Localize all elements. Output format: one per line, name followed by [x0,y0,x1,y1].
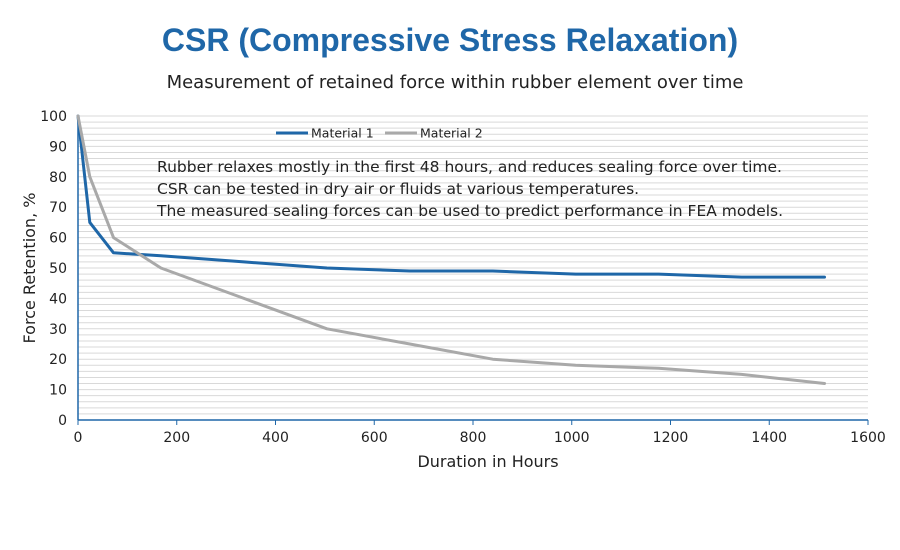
x-tick-label: 0 [74,430,83,446]
y-tick-label: 20 [49,352,67,368]
chart-title: CSR (Compressive Stress Relaxation) [161,22,739,58]
y-tick-label: 10 [49,383,67,399]
series-line-2 [76,114,826,385]
y-tick-label: 80 [49,170,67,186]
x-tick-label: 1000 [554,430,590,446]
annotation-line-3: The measured sealing forces can be used … [157,202,784,220]
chart-subtitle: Measurement of retained force within rub… [166,72,744,93]
y-tick-label: 70 [49,200,67,216]
x-axis-label: Duration in Hours [417,452,558,471]
x-tick-label: 200 [163,430,190,446]
x-tick-label: 600 [361,430,388,446]
y-tick-label: 0 [58,413,67,429]
chart-annotation: Rubber relaxes mostly in the first 48 ho… [157,156,783,222]
annotation-line-1: Rubber relaxes mostly in the first 48 ho… [157,158,782,176]
y-axis-label: Force Retention, % [20,193,39,344]
legend-label-1: Material 1 [311,126,374,141]
x-tick-label: 400 [262,430,289,446]
y-tick-label: 40 [49,291,67,307]
x-tick-label: 1200 [653,430,689,446]
y-tick-label: 100 [40,109,67,125]
y-tick-label: 90 [49,139,67,155]
y-tick-label: 30 [49,322,67,338]
series-line-1 [76,114,826,279]
x-tick-label: 1400 [751,430,787,446]
y-tick-label: 50 [49,261,67,277]
legend-label-2: Material 2 [420,126,483,141]
y-tick-label: 60 [49,231,67,247]
x-tick-label: 800 [460,430,487,446]
annotation-line-2: CSR can be tested in dry air or fluids a… [157,180,640,198]
x-tick-label: 1600 [850,430,886,446]
